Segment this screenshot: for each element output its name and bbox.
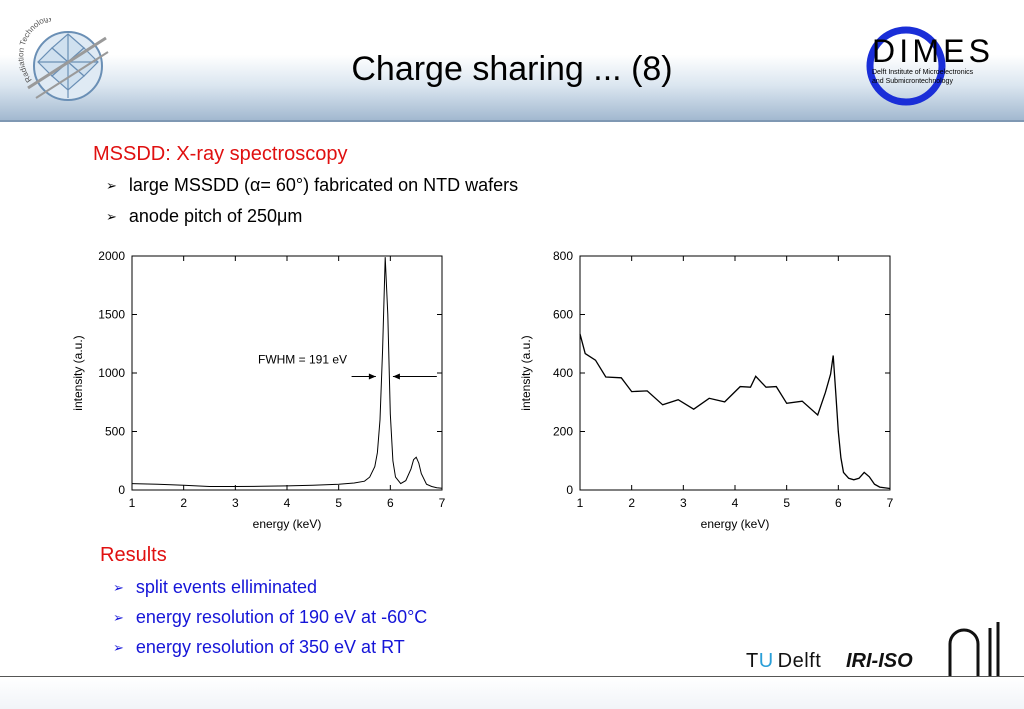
y-tick-label: 800 [553,249,573,263]
header-band [0,0,1024,122]
plot-frame [131,255,443,491]
arrow-bullet-icon: ➢ [106,177,117,193]
x-tick-label: 6 [387,496,394,510]
result-text: split events elliminated [135,577,317,597]
x-tick-label: 6 [835,496,842,510]
bullet-text-post: = 60°) fabricated on NTD wafers [260,175,519,195]
chart-spectrum-rt: 1 2 3 4 5 6 7 0 200 400 600 800 energy (keV) intensit… [519,249,894,531]
x-tick-label: 2 [180,496,187,510]
chart-spectrum-cooled: 1 2 3 4 5 6 7 0 500 1000 1500 2000 energy (keV) inten… [71,249,446,531]
y-tick-label: 600 [553,308,573,322]
dimes-logo-subtitle-2: and Submicrontechnology [872,78,953,85]
spectrum-line [131,257,443,489]
tudelft-u: U [758,650,774,672]
bullet-text-pre: large MSSDD ( [128,175,250,195]
fwhm-annotation: FWHM = 191 eV [258,353,347,367]
header-rule [0,120,1024,122]
dimes-logo-subtitle-1: Delft Institute of Microelectronics [872,69,974,76]
section-heading-mssdd: MSSDD: X-ray spectroscopy [93,143,348,165]
y-tick-label: 0 [566,483,573,497]
x-tick-label: 5 [783,496,790,510]
y-tick-label: 400 [553,366,573,380]
bullet-text-sym: μ [277,206,288,226]
x-tick-label: 5 [335,496,342,510]
x-axis-label: energy (keV) [701,517,770,531]
dimes-logo: DIMES Delft Institute of Microelectronic… [866,26,990,106]
bullet-text-pre: anode pitch of 250 [128,206,278,226]
y-axis-label: intensity (a.u.) [519,335,533,410]
x-tick-label: 1 [577,496,584,510]
y-tick-label: 500 [105,425,125,439]
bullet-large-mssdd: ➢ large MSSDD (α = 60°) fabricated on NT… [106,175,518,196]
y-axis-label: intensity (a.u.) [71,335,85,410]
y-tick-label: 0 [118,483,125,497]
y-tick-label: 1500 [98,308,125,322]
arrow-bullet-icon: ➢ [113,639,124,655]
arrow-bullet-icon: ➢ [106,208,117,224]
fwhm-arrowhead-right [392,373,400,380]
x-tick-label: 1 [129,496,136,510]
x-tick-label: 2 [628,496,635,510]
dimes-logo-name: DIMES [872,33,990,69]
reactor-building-icon [948,622,1000,676]
y-tick-label: 200 [553,425,573,439]
iri-iso-logo: IRI-ISO [846,650,913,672]
footer-band [0,677,1024,709]
fwhm-arrowhead-left [368,373,376,380]
radiation-technology-globe-icon: Radiation Technology [18,18,109,101]
page-title: Charge sharing ... (8) [351,50,673,88]
result-text: energy resolution of 190 eV at -60°C [135,607,428,627]
result-bullet-2: ➢ energy resolution of 190 eV at -60°C [113,607,427,628]
footer-rule [0,676,1024,677]
section-heading-results: Results [100,544,167,566]
x-axis-label: energy (keV) [253,517,322,531]
tudelft-logo: TU Delft [746,650,821,673]
tudelft-rest: Delft [777,650,822,672]
x-tick-label: 7 [887,496,894,510]
arrow-bullet-icon: ➢ [113,579,124,595]
x-tick-label: 3 [232,496,239,510]
arrow-bullet-icon: ➢ [113,609,124,625]
tudelft-t: T [746,650,759,672]
y-tick-label: 1000 [98,366,125,380]
spectrum-line [579,333,891,490]
x-tick-label: 4 [732,496,739,510]
y-tick-label: 2000 [98,249,125,263]
result-text: energy resolution of 350 eV at RT [135,637,405,657]
plot-frame [579,255,891,491]
bullet-text-post: m [287,206,303,226]
result-bullet-3: ➢ energy resolution of 350 eV at RT [113,637,405,658]
x-tick-label: 4 [284,496,291,510]
bullet-text-sym: α [249,175,261,195]
result-bullet-1: ➢ split events elliminated [113,577,317,598]
x-tick-label: 3 [680,496,687,510]
x-tick-label: 7 [439,496,446,510]
